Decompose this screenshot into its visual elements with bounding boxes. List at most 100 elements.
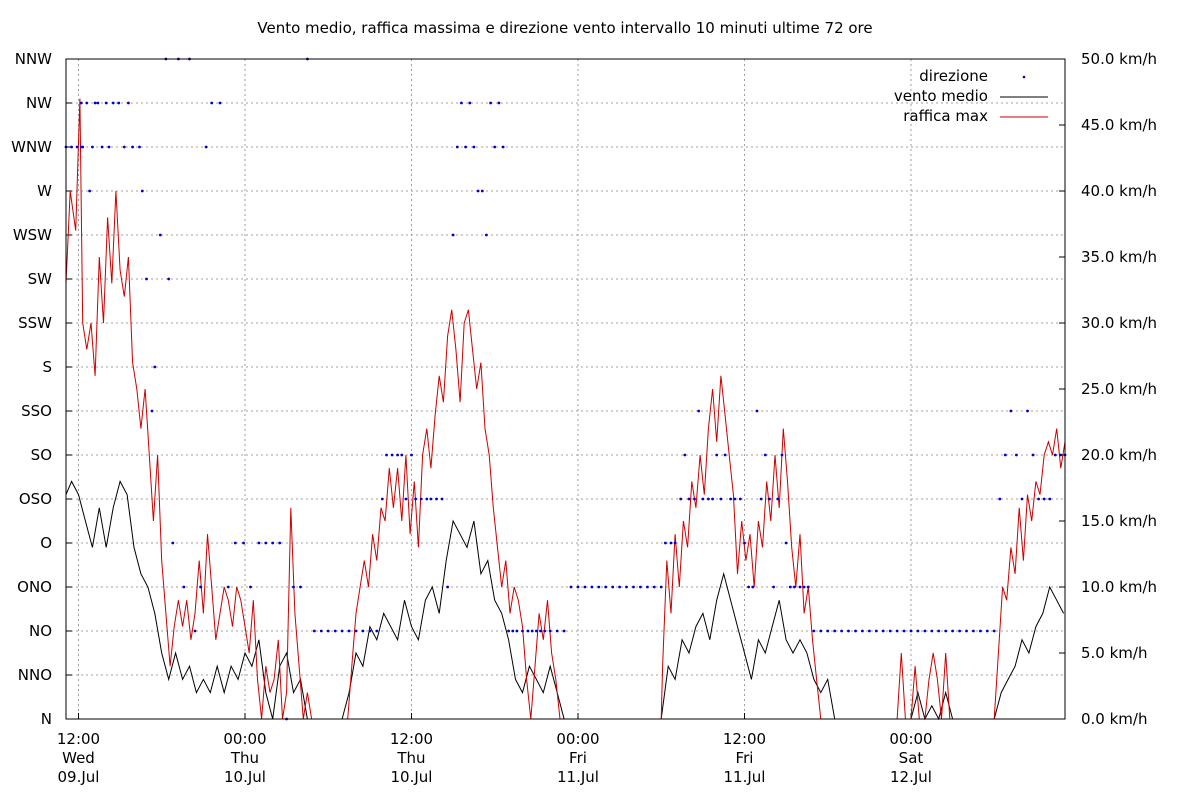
point-direzione	[711, 497, 714, 501]
point-direzione	[618, 585, 621, 589]
point-direzione	[923, 629, 927, 633]
point-direzione	[390, 453, 394, 457]
point-direzione	[646, 585, 649, 589]
point-direzione	[733, 497, 737, 501]
point-direzione	[145, 277, 148, 281]
point-direzione	[639, 585, 642, 589]
line-raffica-max	[65, 98, 1066, 720]
point-direzione	[861, 629, 864, 633]
series-raffica-max	[65, 98, 1066, 720]
point-direzione	[793, 585, 796, 589]
point-direzione	[150, 409, 154, 413]
x-tick-label-time: 00:00	[223, 730, 266, 748]
point-direzione	[153, 365, 157, 369]
point-direzione	[1042, 497, 1046, 501]
point-direzione	[687, 497, 691, 501]
y-axis-direction: N NNO NO ONO O OSO SO SSO S SSW SW WSW W WNW NW NNW	[11, 50, 52, 728]
y-tick-label-direction: NW	[26, 94, 52, 112]
point-direzione	[446, 585, 449, 589]
point-direzione	[707, 497, 710, 501]
point-direzione	[497, 101, 501, 105]
y-tick-label-speed: 40.0 km/h	[1081, 182, 1157, 200]
point-direzione	[972, 629, 975, 633]
y-tick-label-speed: 5.0 km/h	[1081, 644, 1147, 662]
point-direzione	[122, 145, 126, 149]
point-direzione	[361, 629, 365, 633]
x-axis-time: 12:00Wed09.Jul00:00Thu10.Jul12:00Thu10.J…	[57, 730, 933, 786]
x-tick-label-day: Wed	[62, 749, 95, 767]
point-direzione	[847, 629, 850, 633]
point-direzione	[158, 233, 162, 237]
point-direzione	[998, 497, 1002, 501]
point-direzione	[965, 629, 968, 633]
point-direzione	[833, 629, 837, 633]
point-direzione	[701, 497, 705, 501]
legend-label-direzione: direzione	[919, 67, 988, 85]
point-direzione	[126, 101, 130, 105]
point-direzione	[414, 497, 417, 501]
point-direzione	[400, 453, 404, 457]
point-direzione	[1015, 453, 1018, 457]
point-direzione	[840, 629, 843, 633]
point-direzione	[951, 629, 954, 633]
legend-label-vento-medio: vento medio	[894, 87, 988, 105]
y-axis-speed: 0.0 km/h 5.0 km/h 10.0 km/h 15.0 km/h 20.0 k…	[1081, 50, 1157, 728]
point-direzione	[535, 629, 538, 633]
legend-label-raffica-max: raffica max	[903, 107, 988, 125]
point-direzione	[88, 189, 91, 193]
point-direzione	[659, 585, 663, 589]
point-direzione	[669, 541, 673, 545]
point-direzione	[464, 145, 467, 149]
point-direzione	[182, 585, 186, 589]
point-direzione	[171, 541, 175, 545]
point-direzione	[1003, 453, 1007, 457]
y-tick-label-speed: 35.0 km/h	[1081, 248, 1157, 266]
plot-border	[65, 58, 1066, 720]
point-direzione	[249, 585, 252, 589]
point-direzione	[278, 541, 282, 545]
point-direzione	[117, 101, 121, 105]
point-direzione	[604, 585, 608, 589]
point-direzione	[242, 541, 246, 545]
y-tick-label-direction: S	[42, 358, 52, 376]
point-direzione	[493, 145, 497, 149]
point-direzione	[375, 629, 379, 633]
point-direzione	[806, 585, 810, 589]
y-tick-label-direction: SO	[31, 446, 52, 464]
point-direzione	[784, 541, 788, 545]
point-direzione	[199, 585, 203, 589]
point-direzione	[755, 409, 759, 413]
point-direzione	[576, 585, 580, 589]
point-direzione	[204, 145, 208, 149]
x-tick-label-day: Sat	[899, 749, 924, 767]
point-direzione	[697, 409, 701, 413]
point-direzione	[874, 629, 878, 633]
legend: direzione vento medio raffica max	[894, 67, 1048, 125]
point-direzione	[802, 585, 806, 589]
y-tick-label-speed: 25.0 km/h	[1081, 380, 1157, 398]
point-direzione	[107, 145, 111, 149]
point-direzione	[738, 497, 742, 501]
point-direzione	[347, 629, 351, 633]
y-tick-label-direction: NO	[29, 622, 52, 640]
point-direzione	[257, 541, 261, 545]
y-tick-label-direction: WNW	[11, 138, 52, 156]
point-direzione	[780, 453, 784, 457]
x-tick-label-date: 11.Jul	[724, 768, 766, 786]
y-tick-label-speed: 15.0 km/h	[1081, 512, 1157, 530]
point-direzione	[271, 541, 275, 545]
y-tick-label-direction: WSW	[13, 226, 52, 244]
y-tick-label-direction: N	[41, 710, 52, 728]
point-direzione	[404, 497, 408, 501]
chart-title: Vento medio, raffica massima e direzione…	[257, 19, 872, 37]
point-direzione	[868, 629, 871, 633]
point-direzione	[747, 585, 750, 589]
point-direzione	[326, 629, 330, 633]
y-tick-label-speed: 45.0 km/h	[1081, 116, 1157, 134]
x-tick-label-time: 00:00	[556, 730, 599, 748]
point-direzione	[944, 629, 948, 633]
y-tick-label-direction: O	[40, 534, 52, 552]
point-direzione	[1031, 453, 1035, 457]
point-direzione	[419, 497, 423, 501]
point-direzione	[85, 101, 89, 105]
